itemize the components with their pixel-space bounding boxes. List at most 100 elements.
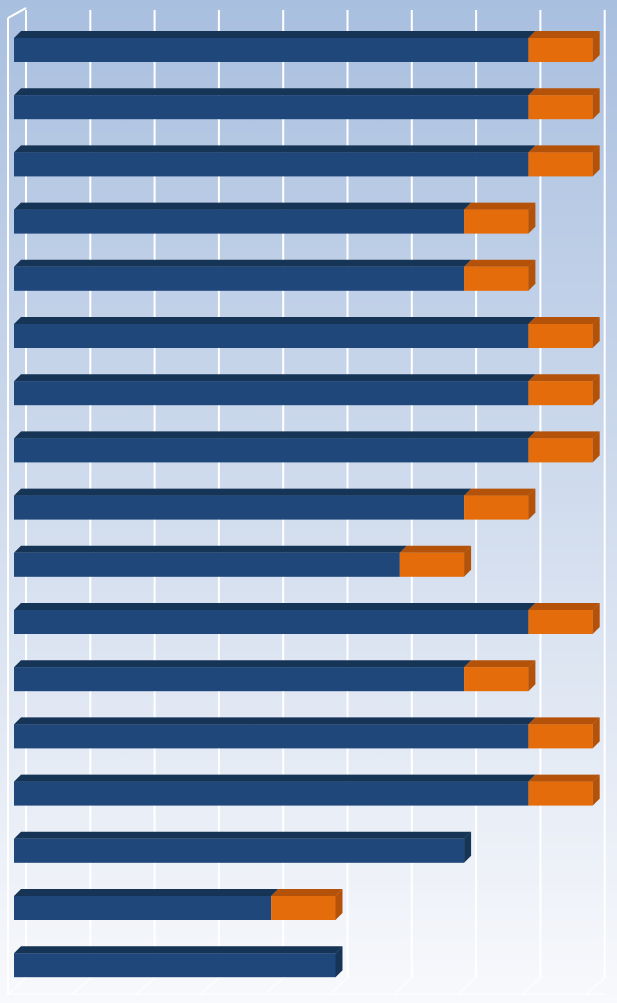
bar-segment-secondary-side xyxy=(528,202,536,234)
bar-segment-secondary-side xyxy=(592,145,600,177)
bar-segment-secondary-top xyxy=(528,145,600,153)
gridline-floor xyxy=(393,977,413,995)
bar-segment-primary-top xyxy=(14,488,472,496)
bar-segment-primary-top xyxy=(14,946,343,954)
bar-segment-secondary xyxy=(464,266,529,291)
gridline-floor xyxy=(71,977,91,995)
bar-segment-secondary xyxy=(528,152,593,177)
bar-segment-primary xyxy=(14,552,400,577)
bar-segment-secondary xyxy=(528,324,593,348)
bar-group xyxy=(14,374,600,406)
bar-segment-secondary xyxy=(528,781,593,806)
bar-segment-secondary-side xyxy=(592,374,600,406)
bar-segment-primary xyxy=(14,438,529,463)
bar-segment-primary-top xyxy=(14,88,536,96)
bar-segment-secondary-top xyxy=(464,202,536,210)
bar-segment-secondary-top xyxy=(528,317,600,324)
bar-segment-primary-top xyxy=(14,717,536,725)
bar-group xyxy=(14,946,343,978)
bar-segment-primary xyxy=(14,724,529,749)
bar-segment-primary xyxy=(14,610,529,634)
bar-segment-primary-top xyxy=(14,603,536,610)
bar-segment-secondary xyxy=(399,552,465,577)
bar-segment-secondary-side xyxy=(592,717,600,749)
bar-group xyxy=(14,660,536,692)
bar-segment-secondary-top xyxy=(528,603,600,610)
axis-wall-top-edge xyxy=(7,7,27,19)
bar-group xyxy=(14,317,600,348)
bar-segment-secondary xyxy=(464,667,529,692)
bar-segment-primary xyxy=(14,495,465,520)
gridline-floor xyxy=(200,977,220,995)
bar-segment-primary xyxy=(14,38,529,62)
bar-segment-primary-side xyxy=(464,831,472,863)
bar-segment-primary-top xyxy=(14,774,536,782)
bar-segment-secondary-side xyxy=(592,603,600,634)
bar-segment-primary-top xyxy=(14,259,472,267)
bar-segment-secondary-top xyxy=(528,31,600,38)
bar-segment-primary xyxy=(14,152,529,177)
bar-segment-secondary xyxy=(464,495,529,520)
bar-group xyxy=(14,259,536,291)
bar-segment-secondary xyxy=(528,381,593,406)
bar-segment-secondary-side xyxy=(592,317,600,348)
bar-segment-primary-side xyxy=(335,946,343,978)
bar-group xyxy=(14,31,600,62)
bar-group xyxy=(14,774,600,806)
bar-segment-secondary xyxy=(271,896,336,920)
bar-segment-secondary xyxy=(528,610,593,634)
bar-group xyxy=(14,488,536,520)
bar-segment-primary-top xyxy=(14,660,472,668)
bar-segment-secondary xyxy=(528,438,593,463)
bar-segment-secondary-side xyxy=(335,889,343,920)
bar-segment-secondary-side xyxy=(592,31,600,62)
bar-segment-secondary-top xyxy=(528,774,600,782)
bar-segment-primary xyxy=(14,209,465,234)
bar-segment-primary xyxy=(14,781,529,806)
bar-segment-primary-top xyxy=(14,317,536,324)
bar-group xyxy=(14,717,600,749)
bar-segment-secondary-top xyxy=(528,374,600,382)
bar-group xyxy=(14,889,343,920)
bar-segment-secondary xyxy=(464,209,529,234)
bar-segment-secondary-top xyxy=(464,488,536,496)
gridline-floor xyxy=(586,977,606,995)
bar-segment-primary-top xyxy=(14,545,407,553)
bar-segment-secondary-side xyxy=(528,259,536,291)
bar-segment-primary-top xyxy=(14,374,536,382)
bar-segment-secondary-side xyxy=(592,88,600,120)
bar-group xyxy=(14,831,472,863)
bar-segment-secondary-side xyxy=(528,488,536,520)
bar-segment-primary xyxy=(14,953,336,978)
bar-segment-primary-top xyxy=(14,31,536,38)
bar-segment-secondary-top xyxy=(528,431,600,439)
bar-segment-primary xyxy=(14,266,465,291)
bar-segment-primary xyxy=(14,838,465,863)
bar-segment-primary xyxy=(14,381,529,406)
bar-segment-primary-top xyxy=(14,889,279,896)
gridline-floor xyxy=(457,977,477,995)
bar-group xyxy=(14,145,600,177)
bar-segment-secondary-top xyxy=(528,88,600,96)
bar-segment-secondary-top xyxy=(464,660,536,668)
bar-segment-primary-top xyxy=(14,202,472,210)
bar-segment-secondary-top xyxy=(528,717,600,725)
gridline-floor xyxy=(136,977,156,995)
bar-segment-primary xyxy=(14,667,465,692)
bar-segment-primary xyxy=(14,324,529,348)
bar-segment-secondary xyxy=(528,95,593,120)
bar-group xyxy=(14,202,536,234)
bar-segment-primary-top xyxy=(14,431,536,439)
bar-segment-primary-top xyxy=(14,831,472,839)
bar-group xyxy=(14,545,472,577)
bar-segment-secondary-top xyxy=(271,889,343,896)
bar-segment-primary-top xyxy=(14,145,536,153)
bar-group xyxy=(14,88,600,120)
gridline-floor xyxy=(329,977,348,995)
bars xyxy=(14,31,600,978)
bar-segment-secondary-side xyxy=(528,660,536,692)
bar-segment-secondary-side xyxy=(464,545,472,577)
bar-segment-secondary xyxy=(528,38,593,62)
bar-segment-primary xyxy=(14,896,272,920)
